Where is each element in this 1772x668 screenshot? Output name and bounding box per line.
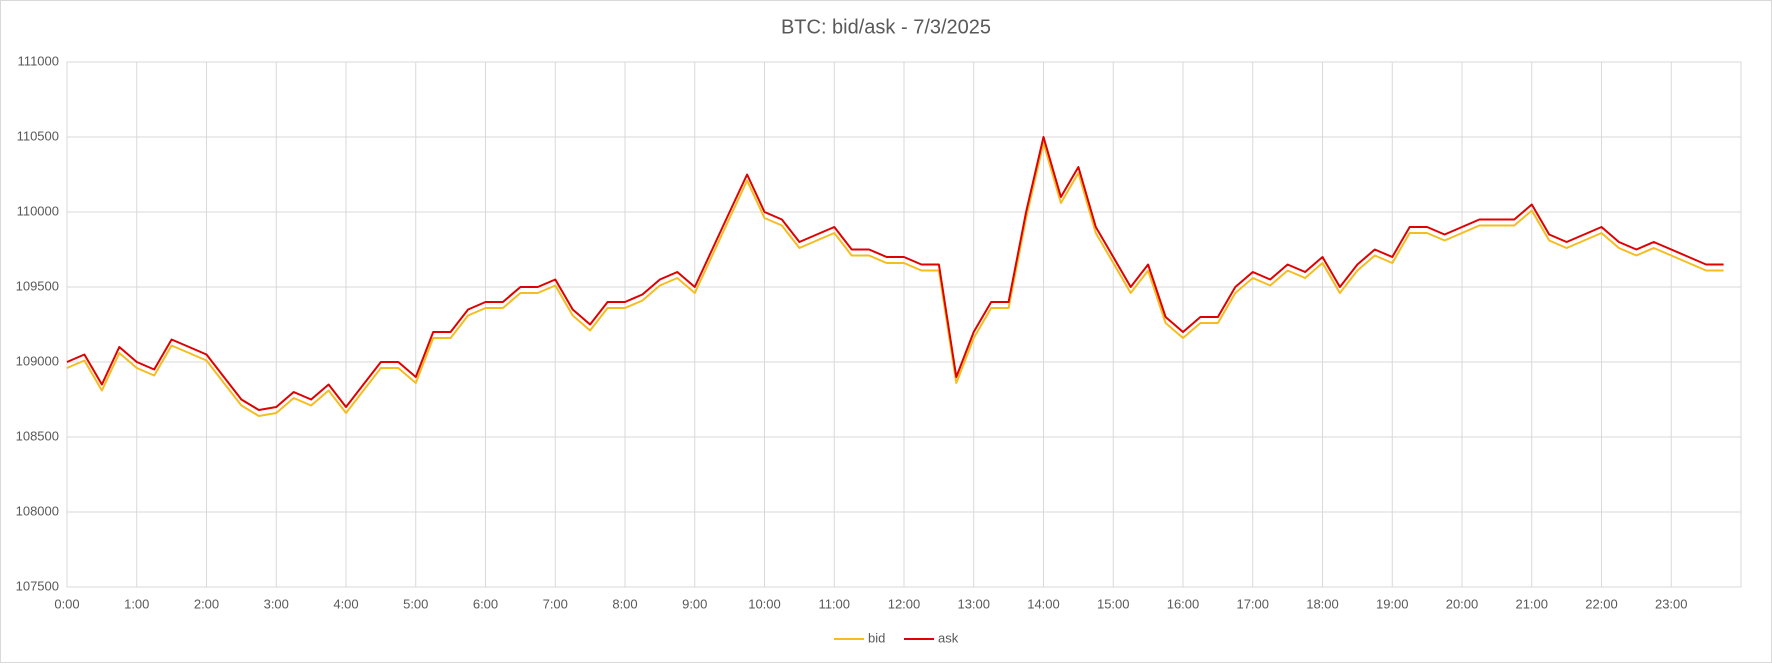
y-tick-label: 110500 bbox=[17, 128, 59, 143]
x-tick-label: 6:00 bbox=[473, 596, 498, 611]
x-tick-label: 2:00 bbox=[194, 596, 219, 611]
chart-title: BTC: bid/ask - 7/3/2025 bbox=[781, 16, 991, 38]
x-tick-label: 4:00 bbox=[333, 596, 358, 611]
x-tick-label: 3:00 bbox=[264, 596, 289, 611]
x-tick-label: 10:00 bbox=[748, 596, 781, 611]
x-tick-label: 18:00 bbox=[1306, 596, 1339, 611]
y-tick-label: 111000 bbox=[18, 53, 59, 68]
x-tick-label: 17:00 bbox=[1236, 596, 1269, 611]
x-tick-label: 19:00 bbox=[1376, 596, 1409, 611]
x-tick-label: 15:00 bbox=[1097, 596, 1130, 611]
x-tick-label: 14:00 bbox=[1027, 596, 1060, 611]
x-tick-label: 21:00 bbox=[1515, 596, 1548, 611]
x-tick-label: 5:00 bbox=[403, 596, 428, 611]
y-tick-label: 108000 bbox=[16, 503, 59, 518]
series-line bbox=[66, 142, 1724, 417]
x-tick-label: 9:00 bbox=[682, 596, 707, 611]
y-tick-label: 107500 bbox=[16, 578, 59, 593]
legend-label: bid bbox=[868, 630, 885, 645]
plot-border bbox=[66, 61, 1742, 588]
x-tick-label: 23:00 bbox=[1655, 596, 1688, 611]
y-tick-label: 109500 bbox=[16, 278, 59, 293]
x-tick-label: 8:00 bbox=[612, 596, 637, 611]
x-tick-label: 7:00 bbox=[543, 596, 568, 611]
x-tick-label: 0:00 bbox=[54, 596, 79, 611]
x-tick-label: 1:00 bbox=[124, 596, 149, 611]
x-tick-label: 12:00 bbox=[888, 596, 921, 611]
y-tick-label: 108500 bbox=[16, 428, 59, 443]
x-tick-label: 13:00 bbox=[957, 596, 990, 611]
x-tick-label: 16:00 bbox=[1167, 596, 1200, 611]
y-tick-label: 110000 bbox=[17, 203, 59, 218]
x-tick-label: 11:00 bbox=[818, 596, 850, 611]
y-tick-label: 109000 bbox=[16, 353, 59, 368]
legend-label: ask bbox=[938, 630, 959, 645]
series-line bbox=[66, 136, 1724, 411]
x-tick-label: 22:00 bbox=[1585, 596, 1618, 611]
x-tick-label: 20:00 bbox=[1446, 596, 1479, 611]
